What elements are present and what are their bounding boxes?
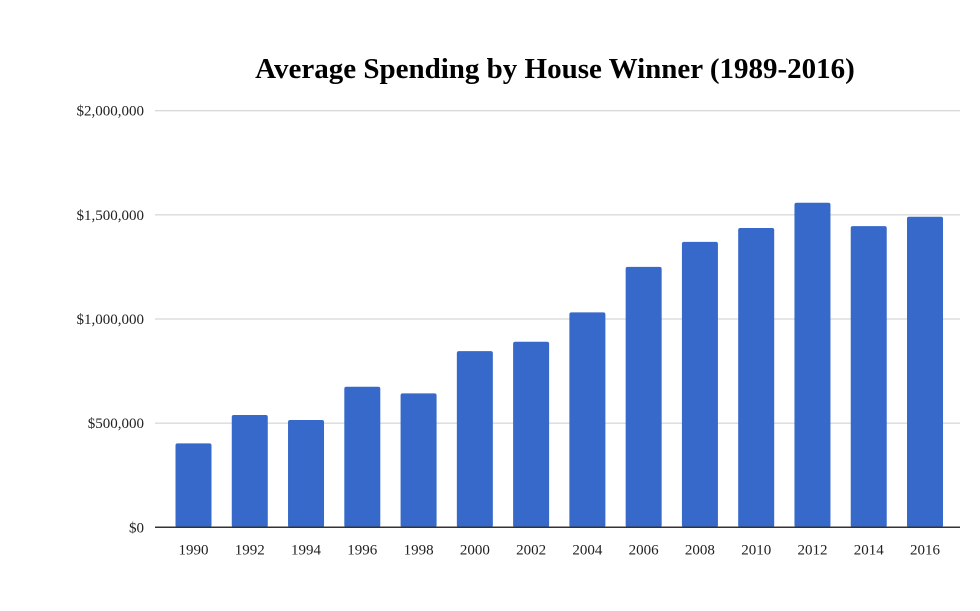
bar-1990: [175, 443, 212, 528]
y-axis-ticks: $0 $500,000 $1,000,000 $1,500,000 $2,000,000: [77, 104, 145, 537]
x-tick-label: 2000: [460, 542, 490, 558]
y-tick-label: $1,000,000: [77, 312, 145, 328]
x-tick-label: 1996: [347, 542, 378, 558]
bar-2014: [850, 226, 887, 528]
x-tick-label: 2010: [741, 542, 771, 558]
bar-2016: [907, 216, 943, 528]
x-tick-label: 1994: [291, 542, 322, 558]
bar-2010: [738, 227, 775, 528]
y-tick-label: $2,000,000: [77, 104, 145, 120]
x-axis-ticks: 1990 1992 1994 1996 1998 2000 2002 2004 2006 2008…: [179, 542, 941, 558]
x-tick-label: 2004: [572, 542, 603, 558]
x-tick-label: 2006: [629, 542, 660, 558]
x-tick-label: 2012: [797, 542, 827, 558]
bar-2006: [625, 266, 662, 528]
bar-1992: [231, 415, 268, 528]
y-tick-label: $0: [129, 520, 144, 536]
bar-1994: [288, 420, 325, 528]
bar-1996: [344, 386, 381, 528]
x-tick-label: 2016: [910, 542, 941, 558]
x-tick-label: 1990: [179, 542, 209, 558]
x-tick-label: 1992: [235, 542, 265, 558]
x-tick-label: 2008: [685, 542, 715, 558]
bar-2000: [456, 351, 493, 528]
bar-2002: [513, 341, 550, 528]
gridlines: [155, 110, 960, 424]
bar-2012: [794, 202, 831, 528]
bar-2004: [569, 312, 606, 528]
y-tick-label: $500,000: [88, 416, 144, 432]
y-tick-label: $1,500,000: [77, 208, 145, 224]
x-tick-label: 1998: [404, 542, 434, 558]
x-tick-label: 2014: [854, 542, 885, 558]
bar-2008: [681, 241, 718, 528]
chart-title: Average Spending by House Winner (1989-2…: [255, 53, 855, 85]
bars: [175, 202, 943, 528]
bar-1998: [400, 393, 437, 528]
x-tick-label: 2002: [516, 542, 546, 558]
